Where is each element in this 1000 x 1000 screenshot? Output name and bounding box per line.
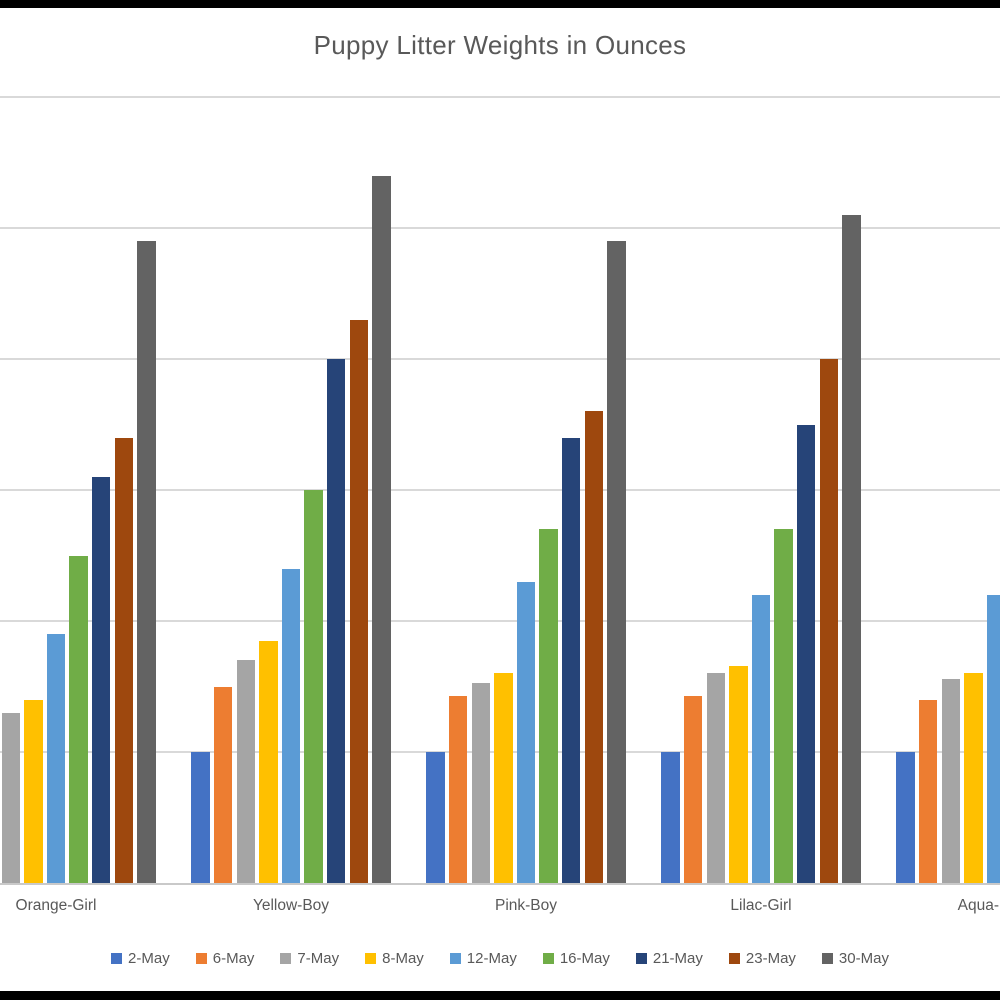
legend-label-12-may: 12-May: [466, 949, 517, 967]
legend-label-7-may: 7-May: [297, 949, 340, 967]
legend-item-12-may: 12-May: [449, 949, 517, 967]
bar-pink-boy-30-may: [607, 241, 626, 883]
bar-pink-boy-2-may: [426, 752, 445, 883]
bar-yellow-boy-7-may: [236, 660, 255, 883]
bar-aqua--7-may: [941, 678, 960, 883]
bar-lilac-girl-30-may: [842, 214, 861, 883]
bar-orange-girl-8-may: [24, 699, 43, 883]
bar-lilac-girl-16-may: [774, 529, 793, 883]
category-label-aqua-: Aqua-: [957, 897, 999, 914]
bottom-frame-bar: [0, 991, 1000, 1000]
bar-pink-boy-12-may: [516, 581, 536, 883]
bar-yellow-boy-23-may: [349, 319, 369, 883]
legend-item-7-may: 7-May: [280, 950, 339, 967]
bar-orange-girl-12-may: [46, 634, 66, 883]
legend-swatch-21-may: [635, 952, 647, 964]
legend-label-21-may: 21-May: [652, 949, 703, 967]
bar-lilac-girl-7-may: [706, 673, 725, 883]
legend-item-23-may: 23-May: [728, 949, 796, 967]
legend-swatch-6-may: [195, 952, 207, 964]
bar-yellow-boy-6-may: [213, 686, 233, 883]
bar-lilac-girl-23-may: [819, 359, 839, 883]
legend-swatch-2-may: [111, 952, 123, 964]
legend-label-2-may: 2-May: [128, 949, 170, 967]
bar-aqua--6-may: [918, 699, 938, 883]
bar-lilac-girl-21-may: [797, 424, 816, 883]
legend-item-16-may: 16-May: [542, 949, 610, 967]
legend-swatch-30-may: [821, 952, 833, 964]
bar-yellow-boy-2-may: [191, 752, 210, 883]
legend-swatch-16-may: [542, 952, 554, 964]
bar-orange-girl-30-may: [137, 241, 156, 883]
category-label-pink-boy: Pink-Boy: [494, 897, 558, 914]
bar-yellow-boy-16-may: [304, 490, 323, 883]
bar-pink-boy-21-may: [562, 437, 581, 883]
bar-pink-boy-7-may: [471, 682, 490, 883]
bar-pink-boy-8-may: [494, 673, 513, 883]
bar-lilac-girl-12-may: [751, 594, 771, 883]
legend-swatch-8-may: [365, 952, 377, 964]
bar-yellow-boy-21-may: [327, 359, 346, 883]
legend-item-8-may: 8-May: [365, 950, 424, 967]
bar-orange-girl-7-may: [1, 712, 20, 883]
legend-swatch-12-may: [449, 952, 461, 964]
bar-orange-girl-16-may: [69, 555, 88, 883]
bar-orange-girl-21-may: [92, 476, 111, 883]
legend-item-30-may: 30-May: [821, 949, 889, 967]
bar-yellow-boy-8-may: [259, 640, 278, 883]
legend-item-6-may: 6-May: [195, 949, 255, 967]
gridline-30: [0, 489, 1000, 491]
legend-label-8-may: 8-May: [382, 949, 424, 967]
legend-label-23-may: 23-May: [745, 949, 796, 967]
chart-title: Puppy Litter Weights in Ounces: [313, 30, 687, 60]
top-frame-bar: [0, 0, 1000, 8]
gridline-50: [0, 227, 1000, 229]
gridline-40: [0, 358, 1000, 360]
bar-pink-boy-6-may: [448, 695, 468, 883]
category-label-orange-girl: Orange-Girl: [15, 897, 97, 914]
bar-yellow-boy-30-may: [372, 175, 391, 883]
bar-aqua--12-may: [986, 594, 1000, 883]
legend-label-16-may: 16-May: [559, 949, 610, 967]
bar-pink-boy-16-may: [539, 529, 558, 883]
bar-lilac-girl-8-may: [729, 665, 748, 883]
x-axis-line: [0, 883, 1000, 885]
bar-lilac-girl-2-may: [661, 752, 680, 883]
bar-aqua--2-may: [896, 752, 915, 883]
legend-swatch-7-may: [280, 952, 292, 964]
bar-lilac-girl-6-may: [683, 695, 703, 883]
bar-pink-boy-23-may: [584, 411, 604, 883]
bar-orange-girl-23-may: [114, 437, 134, 883]
legend-swatch-23-may: [728, 952, 740, 964]
gridline-60: [0, 96, 1000, 98]
category-label-yellow-boy: Yellow-Boy: [252, 897, 330, 914]
category-label-lilac-girl: Lilac-Girl: [730, 897, 792, 914]
legend: 2-May 6-May 7-May 8-May 12-May 16-May 21-May 23…: [0, 942, 1000, 974]
legend-label-6-may: 6-May: [212, 949, 255, 967]
bar-aqua--8-may: [964, 673, 983, 883]
legend-label-30-may: 30-May: [838, 949, 889, 967]
legend-item-21-may: 21-May: [635, 949, 703, 967]
legend-item-2-may: 2-May: [111, 950, 170, 967]
gridline-20: [0, 620, 1000, 622]
bar-yellow-boy-12-may: [281, 568, 301, 883]
